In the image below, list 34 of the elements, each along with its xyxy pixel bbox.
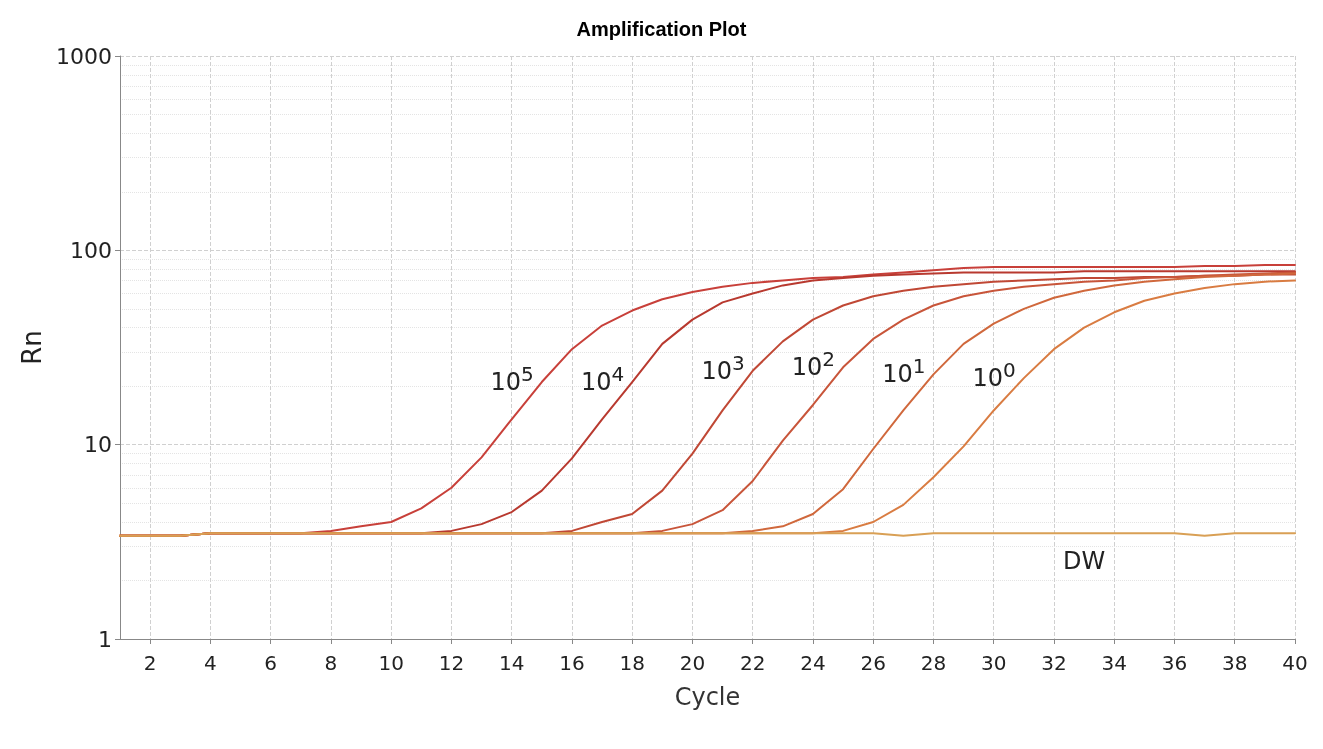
y-tick-label: 100 — [70, 237, 112, 263]
x-tick-label: 16 — [559, 651, 585, 675]
x-tick-label: 10 — [378, 651, 404, 675]
x-axis-title: Cycle — [674, 683, 741, 711]
x-tick-label: 8 — [324, 651, 338, 675]
series-label: 10$^{1}$ — [882, 354, 926, 389]
y-tick-label: 1 — [98, 626, 112, 652]
x-tick-label: 14 — [498, 651, 525, 675]
x-tick-label: 24 — [800, 651, 826, 675]
y-axis-title: Rn — [17, 330, 48, 365]
chart-title: Amplification Plot — [576, 18, 747, 40]
x-tick-label: 32 — [1041, 651, 1067, 675]
x-tick-label: 26 — [860, 651, 886, 675]
series-label: 10$^{2}$ — [791, 347, 836, 382]
series-label: 10$^{3}$ — [701, 350, 745, 385]
y-tick-label: 10 — [84, 432, 112, 458]
x-tick-label: 30 — [980, 651, 1007, 675]
x-tick-label: 40 — [1282, 651, 1308, 675]
x-tick-label: 4 — [204, 651, 217, 675]
x-tick-label: 18 — [619, 651, 645, 675]
x-tick-label: 20 — [679, 651, 706, 675]
series-label: 10$^{0}$ — [972, 358, 1016, 393]
series-label: 10$^{5}$ — [490, 362, 534, 397]
x-tick-label: 2 — [143, 651, 157, 675]
x-tick-label: 22 — [739, 651, 766, 675]
series-label: DW — [1062, 547, 1106, 576]
x-tick-label: 34 — [1101, 651, 1127, 675]
y-tick-label: 1000 — [56, 43, 112, 69]
x-tick-label: 12 — [438, 651, 465, 675]
x-tick-label: 38 — [1222, 651, 1248, 675]
x-tick-label: 28 — [920, 651, 947, 675]
series-label: 10$^{4}$ — [580, 362, 625, 397]
x-tick-label: 6 — [264, 651, 278, 675]
x-tick-label: 36 — [1161, 651, 1188, 675]
